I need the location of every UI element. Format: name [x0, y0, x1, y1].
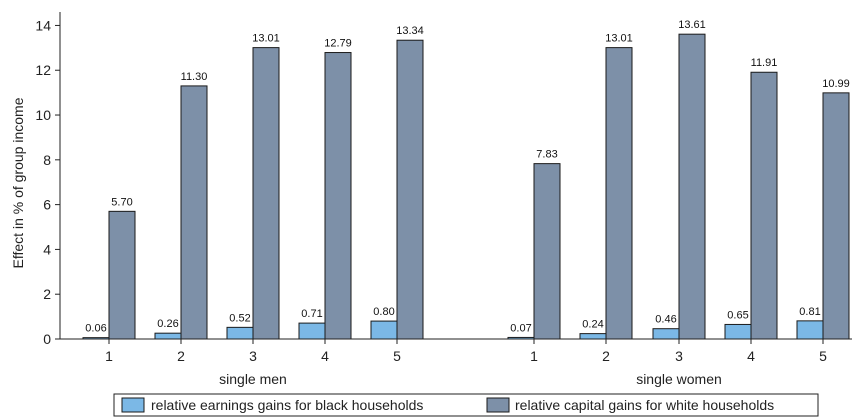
data-label-white-g1-c1: 5.70: [111, 196, 132, 208]
legend-item-white-households-label: relative capital gains for white househo…: [515, 397, 774, 413]
x-tick-label: 5: [819, 348, 827, 364]
data-label-white-g2-c3: 13.61: [678, 19, 706, 31]
data-label-white-g1-c5: 13.34: [396, 25, 424, 37]
data-label-black-g1-c5: 0.80: [373, 306, 394, 318]
data-label-black-g1-c3: 0.52: [229, 312, 250, 324]
x-tick-label: 4: [321, 348, 329, 364]
legend-box: [113, 393, 819, 417]
legend: relative earnings gains for black househ…: [113, 393, 819, 417]
x-tick-label: 3: [675, 348, 683, 364]
y-tick-label: 6: [43, 197, 51, 213]
bar-black-g2-c5: [796, 320, 824, 340]
data-label-white-g2-c5: 10.99: [822, 78, 850, 90]
bar-black-g1-c3: [226, 326, 254, 340]
bar-white-g1-c4: [324, 52, 352, 340]
bars-layer: [82, 33, 850, 340]
data-label-white-g1-c4: 12.79: [324, 38, 352, 50]
data-label-black-g2-c4: 0.65: [727, 309, 748, 321]
bar-white-g1-c5: [396, 39, 424, 340]
bar-black-g2-c3: [652, 328, 680, 340]
group-label: single men: [219, 371, 287, 387]
x-tick-label: 2: [602, 348, 610, 364]
legend-item-black-households-swatch: [121, 397, 145, 413]
x-tick-label: 2: [177, 348, 185, 364]
bar-black-g2-c4: [724, 323, 752, 340]
bar-white-g1-c3: [252, 47, 280, 340]
y-axis: 0 2 4 6 8 10 12 14: [35, 12, 61, 347]
data-label-black-g1-c4: 0.71: [301, 308, 322, 320]
y-tick-label: 14: [35, 17, 51, 33]
data-label-black-g1-c1: 0.06: [85, 323, 106, 335]
data-label-white-g1-c3: 13.01: [252, 33, 280, 45]
bar-white-g2-c4: [750, 71, 778, 340]
data-label-white-g1-c2: 11.30: [181, 71, 208, 83]
legend-item-white-households-swatch: [486, 397, 510, 413]
x-tick-label: 3: [249, 348, 257, 364]
x-tick-label: 4: [747, 348, 755, 364]
data-label-white-g2-c2: 13.01: [605, 33, 633, 45]
bar-black-g1-c5: [370, 320, 398, 340]
y-tick-label: 0: [43, 331, 51, 347]
x-tick-label: 5: [393, 348, 401, 364]
data-label-black-g2-c2: 0.24: [582, 319, 603, 331]
bar-white-g1-c1: [108, 210, 136, 340]
x-axis: 1 2 3 4 5 single men 1 2 3 4 5 single women: [60, 338, 852, 387]
data-label-black-g2-c1: 0.07: [510, 322, 531, 334]
bar-white-g2-c1: [533, 163, 561, 340]
bar-white-g2-c2: [605, 47, 633, 340]
y-tick-label: 8: [43, 152, 51, 168]
data-label-black-g2-c3: 0.46: [655, 314, 676, 326]
y-tick-label: 2: [43, 286, 51, 302]
bar-black-g1-c4: [298, 322, 326, 340]
data-label-white-g2-c4: 11.91: [751, 57, 778, 69]
bar-white-g2-c5: [822, 92, 850, 340]
y-axis-title: Effect in % of group income: [10, 97, 26, 268]
bar-black-g2-c2: [579, 333, 607, 340]
bar-white-g1-c2: [180, 85, 208, 340]
bar-white-g2-c3: [678, 33, 706, 340]
bar-black-g1-c2: [154, 332, 182, 340]
data-label-black-g1-c2: 0.26: [157, 318, 178, 330]
group-label: single women: [636, 371, 722, 387]
legend-item-black-households-label: relative earnings gains for black househ…: [151, 397, 423, 413]
x-tick-label: 1: [105, 348, 113, 364]
y-tick-label: 4: [43, 241, 51, 257]
data-label-white-g2-c1: 7.83: [536, 149, 557, 161]
y-tick-label: 12: [35, 62, 51, 78]
y-tick-label: 10: [35, 107, 51, 123]
data-label-black-g2-c5: 0.81: [799, 306, 820, 318]
data-labels-layer: 0.06 5.70 0.26 11.30 0.52 13.01 0.71 12.79 0.80 1…: [85, 19, 849, 334]
x-tick-label: 1: [530, 348, 538, 364]
